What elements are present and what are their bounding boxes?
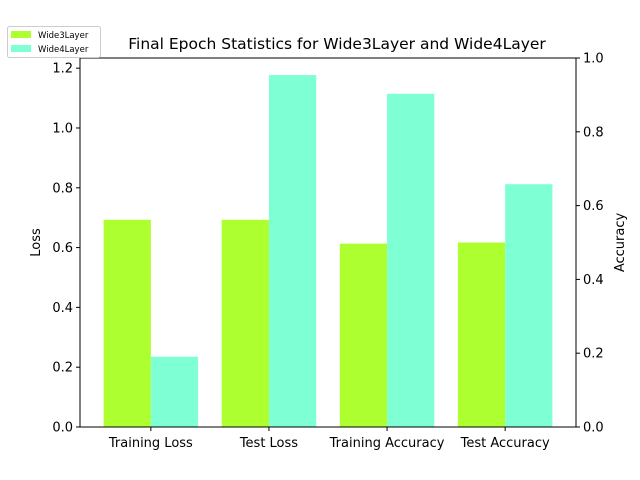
bars-group bbox=[103, 75, 553, 428]
bar-wide3layer-training-accuracy bbox=[339, 243, 388, 427]
x-tick-label: Test Accuracy bbox=[460, 436, 550, 451]
legend-swatch-wide4layer bbox=[11, 45, 31, 52]
y-tick-label-right: 0.6 bbox=[583, 199, 604, 214]
legend: Wide3Layer Wide4Layer bbox=[7, 26, 101, 58]
bar-wide4layer-training-accuracy bbox=[387, 93, 435, 427]
y-axis-label-left: Loss bbox=[29, 228, 44, 257]
y-tick-label-left: 0.6 bbox=[52, 241, 73, 256]
chart-title: Final Epoch Statistics for Wide3Layer an… bbox=[128, 35, 546, 53]
x-tick-label: Training Accuracy bbox=[329, 436, 445, 451]
y-tick-label-left: 0.0 bbox=[52, 421, 73, 436]
bar-wide4layer-training-loss bbox=[150, 356, 199, 427]
y-tick-label-right: 0.0 bbox=[583, 421, 604, 436]
x-tick-label: Training Loss bbox=[108, 436, 193, 451]
axes-group: 0.0 0.2 0.4 0.6 0.8 1.0 1.2 0.0 0.2 0.4 0.6 0.8 1.0 T… bbox=[52, 52, 603, 452]
y-tick-label-left: 0.4 bbox=[52, 301, 73, 316]
y-tick-label-right: 0.4 bbox=[583, 273, 604, 288]
bar-wide3layer-test-loss bbox=[221, 219, 269, 427]
y-tick-label-left: 1.2 bbox=[52, 62, 73, 77]
legend-swatch-wide3layer bbox=[11, 31, 31, 38]
y-tick-label-left: 0.2 bbox=[52, 361, 73, 376]
y-tick-label-left: 0.8 bbox=[52, 181, 73, 196]
y-tick-label-right: 0.2 bbox=[583, 347, 604, 362]
bar-wide3layer-test-accuracy bbox=[457, 242, 506, 427]
x-tick-label: Test Loss bbox=[239, 436, 298, 451]
legend-label-wide3layer: Wide3Layer bbox=[38, 31, 89, 41]
y-tick-label-right: 0.8 bbox=[583, 125, 604, 140]
legend-label-wide4layer: Wide4Layer bbox=[38, 45, 89, 55]
bar-wide4layer-test-loss bbox=[268, 75, 317, 428]
y-axis-label-right: Accuracy bbox=[613, 213, 628, 273]
y-tick-label-right: 1.0 bbox=[583, 52, 604, 67]
y-tick-label-left: 1.0 bbox=[52, 121, 73, 136]
bar-wide3layer-training-loss bbox=[103, 219, 151, 427]
bar-wide4layer-test-accuracy bbox=[505, 184, 553, 427]
